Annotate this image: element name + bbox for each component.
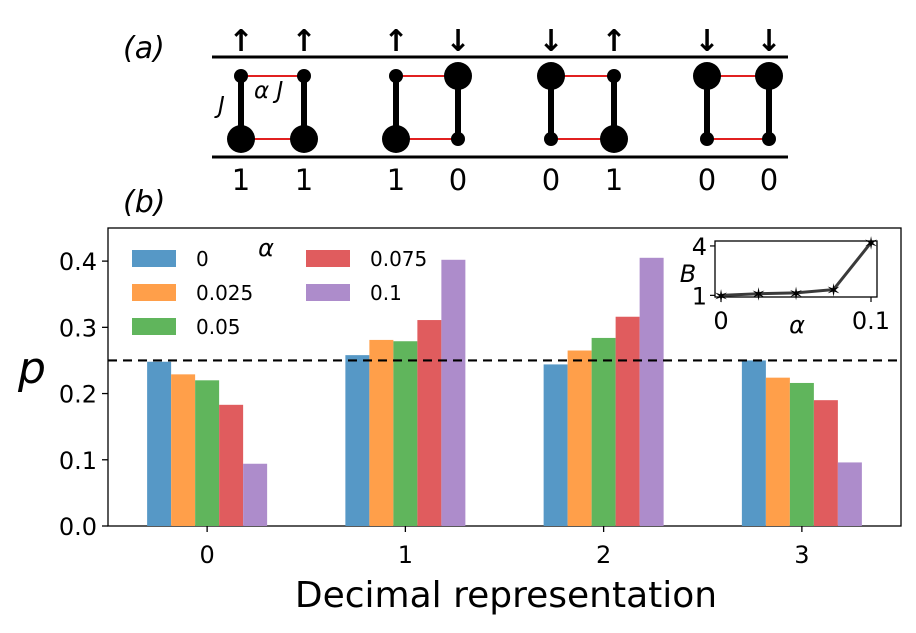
inset-x-label: α — [789, 311, 805, 339]
bar — [417, 320, 442, 526]
bit-label: 1 — [387, 163, 405, 197]
bit-label: 0 — [760, 163, 778, 197]
x-tick-label: 3 — [794, 541, 809, 569]
legend-title: α — [258, 234, 274, 262]
site-bottom — [451, 132, 465, 146]
spin-arrow: ↓ — [445, 24, 470, 59]
plot-frame — [107, 227, 902, 527]
site-bottom — [544, 132, 558, 146]
legend-entry: 0.025 — [196, 281, 253, 305]
bar — [219, 404, 244, 526]
bar — [837, 462, 862, 526]
spin-arrow: ↑ — [228, 24, 253, 59]
site-top — [444, 62, 472, 90]
site-top — [297, 69, 311, 83]
panel-a-label: (a) — [123, 31, 165, 66]
inset-y-tick-label: 4 — [692, 233, 707, 261]
bit-label: 0 — [449, 163, 467, 197]
spin-arrow: ↑ — [291, 24, 316, 59]
site-bottom — [290, 125, 318, 153]
legend-swatch — [132, 250, 176, 267]
site-bottom — [600, 125, 628, 153]
y-tick-label: 0.2 — [59, 381, 97, 409]
site-top — [607, 69, 621, 83]
coupling-j-label: J — [214, 93, 225, 119]
spin-arrow: ↓ — [694, 24, 719, 59]
bar — [243, 463, 268, 526]
x-tick-label: 0 — [199, 541, 214, 569]
site-top — [755, 62, 783, 90]
y-axis-ticks: 0.0 0.1 0.2 0.3 0.4 — [59, 248, 108, 541]
site-bottom — [700, 132, 714, 146]
spin-arrow: ↑ — [601, 24, 626, 59]
coupling-alpha-j-label: α J — [254, 78, 283, 104]
inset-chart: 1 4 0 0.1 ✶ ✶ ✶ ✶ ✶ — [692, 233, 890, 335]
x-axis-label: Decimal representation — [295, 575, 717, 616]
spin-arrow: ↑ — [383, 24, 408, 59]
bit-label: 0 — [542, 163, 560, 197]
inset-x-tick-label: 0 — [713, 307, 728, 335]
bit-label: 1 — [605, 163, 623, 197]
legend-entry: 0.1 — [370, 281, 402, 305]
bar — [195, 380, 220, 526]
bar — [393, 341, 418, 526]
bar — [741, 360, 766, 526]
y-axis-label: p — [17, 343, 46, 394]
site-top — [389, 69, 403, 83]
panel-b-label: (b) — [123, 185, 165, 220]
bar — [765, 377, 790, 526]
site-top — [693, 62, 721, 90]
bar — [591, 337, 616, 526]
bar — [147, 361, 172, 526]
y-tick-label: 0.1 — [59, 447, 97, 475]
y-tick-label: 0.4 — [59, 248, 97, 276]
bar-series — [147, 257, 862, 526]
inset-point: ✶ — [751, 285, 766, 306]
inset-x-tick-label: 0.1 — [852, 307, 890, 335]
site-bottom — [382, 125, 410, 153]
inset-line — [720, 241, 873, 297]
inset-point: ✶ — [826, 281, 841, 302]
site-bottom — [762, 132, 776, 146]
inset-point: ✶ — [788, 284, 803, 305]
bar — [543, 364, 568, 526]
bar — [813, 400, 838, 526]
bar — [171, 374, 196, 526]
bit-label: 1 — [232, 163, 250, 197]
bar — [615, 316, 640, 526]
site-bottom — [227, 125, 255, 153]
legend-swatch — [306, 250, 350, 267]
spin-arrow: ↓ — [756, 24, 781, 59]
legend-entry: 0.075 — [370, 247, 427, 271]
x-axis-ticks: 0 1 2 3 — [199, 526, 810, 569]
bit-label: 1 — [295, 163, 313, 197]
x-tick-label: 1 — [398, 541, 413, 569]
ladder-schematic: ↑ 1 ↑ 1 ↑ 1 ↓ 0 ↓ 0 ↑ 1 ↓ 0 ↓ 0 — [212, 24, 788, 197]
bar — [567, 350, 592, 526]
legend-entry: 0.05 — [196, 315, 241, 339]
inset-point: ✶ — [713, 286, 728, 307]
site-top — [537, 62, 565, 90]
x-tick-label: 2 — [596, 541, 611, 569]
y-tick-label: 0.3 — [59, 314, 97, 342]
site-top — [234, 69, 248, 83]
bar — [345, 355, 370, 526]
inset-y-label: B — [680, 260, 696, 288]
bar — [441, 259, 466, 526]
legend: 0 0.025 0.05 0.075 0.1 — [132, 247, 427, 339]
inset-point: ✶ — [863, 234, 878, 255]
inset-y-tick-label: 1 — [692, 282, 707, 310]
legend-entry: 0 — [196, 247, 209, 271]
legend-swatch — [132, 284, 176, 301]
y-tick-label: 0.0 — [59, 513, 97, 541]
bar — [789, 382, 814, 526]
bar — [639, 257, 664, 526]
bar — [369, 339, 394, 526]
bit-label: 0 — [698, 163, 716, 197]
legend-swatch — [132, 318, 176, 335]
spin-arrow: ↓ — [538, 24, 563, 59]
legend-swatch — [306, 284, 350, 301]
